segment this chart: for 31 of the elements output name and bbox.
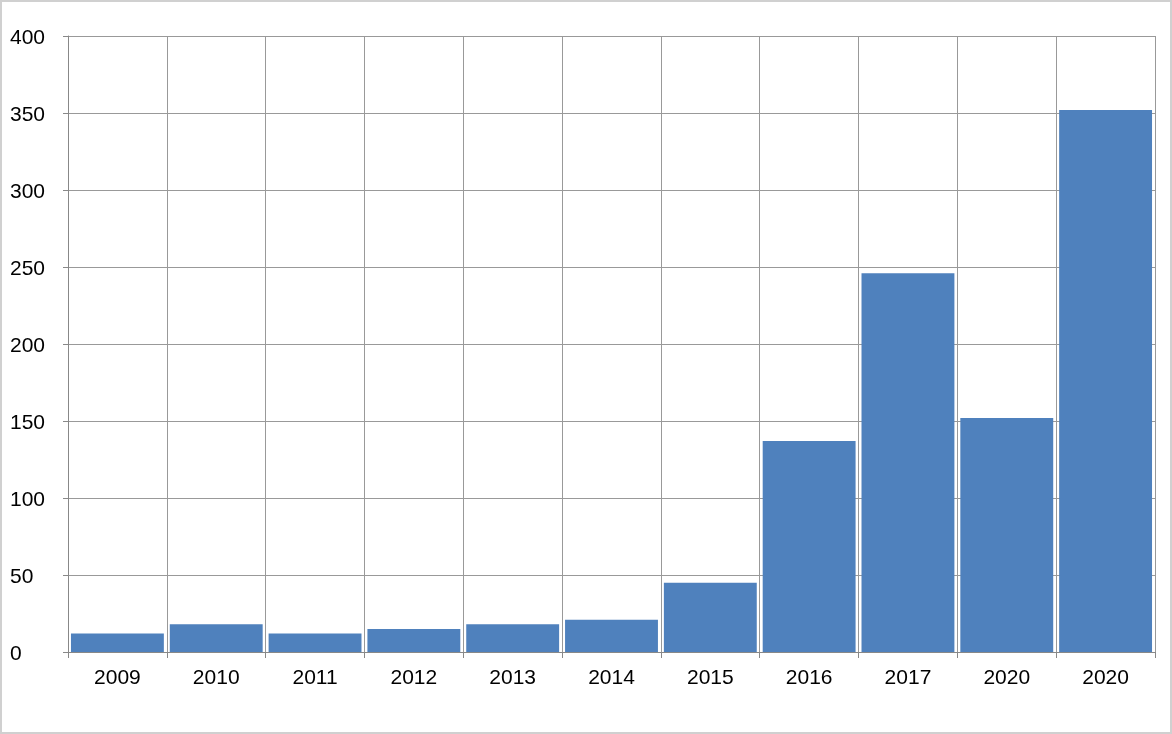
x-tick-label: 2015 [686, 665, 734, 688]
bar [663, 582, 757, 652]
y-tick-label: 0 [10, 640, 22, 664]
y-tick-label: 50 [10, 563, 34, 587]
x-tick-label: 2010 [192, 665, 240, 688]
bar [861, 273, 955, 652]
x-tick-label: 2016 [785, 665, 833, 688]
y-tick-label: 250 [10, 255, 46, 279]
bar [762, 441, 856, 652]
x-tick-label: 2009 [94, 665, 141, 688]
x-tick-label: 2012 [390, 665, 438, 688]
bar [268, 633, 362, 652]
x-tick-label: 2011 [292, 665, 338, 688]
y-tick-label: 400 [10, 24, 46, 48]
y-tick-label: 300 [10, 178, 46, 202]
bar [565, 619, 658, 652]
bar [466, 624, 560, 652]
y-tick-label: 150 [10, 409, 46, 433]
bar [960, 417, 1054, 652]
x-tick-label: 2020 [983, 665, 1031, 688]
x-tick-label: 2017 [884, 665, 932, 688]
bar [1059, 109, 1153, 652]
bar [169, 624, 263, 652]
y-tick-label: 350 [10, 101, 46, 125]
y-tick-label: 200 [10, 332, 46, 356]
x-tick-label: 2020 [1082, 665, 1129, 688]
x-tick-label: 2014 [588, 665, 636, 688]
x-tick-label: 2013 [489, 665, 537, 688]
bar [70, 633, 164, 652]
bar [367, 628, 461, 652]
y-tick-label: 100 [10, 486, 46, 510]
